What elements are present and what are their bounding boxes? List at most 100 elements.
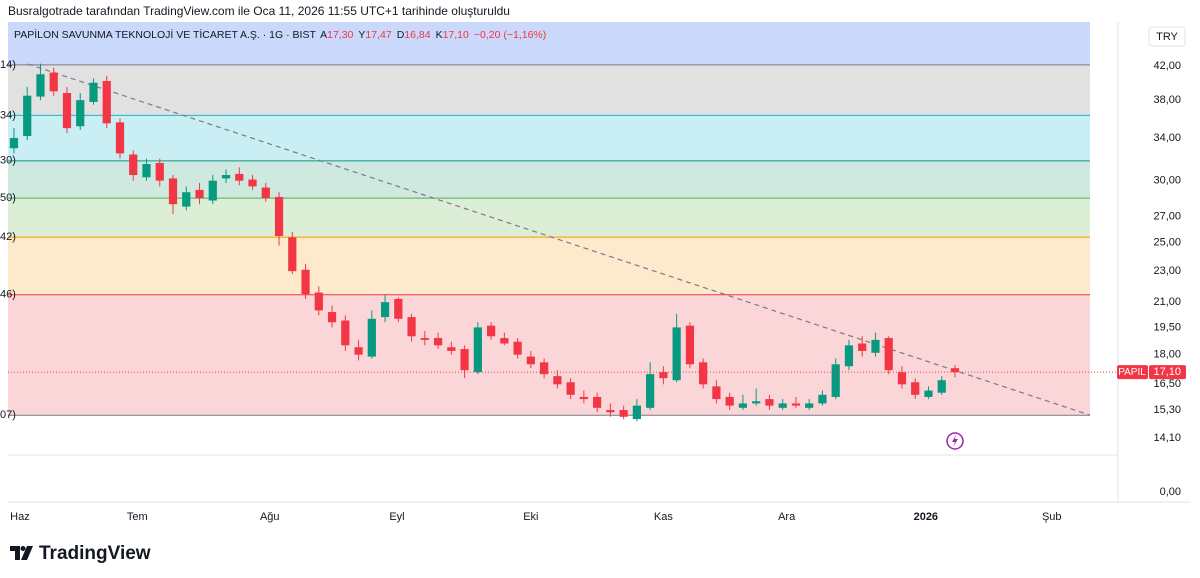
candle-body [805, 403, 814, 408]
candle-body [752, 401, 761, 404]
fib-band [8, 237, 1090, 295]
candle-body [619, 410, 628, 417]
candle-body [49, 72, 58, 92]
events-bolt [952, 435, 958, 447]
y-tick-label: 27,00 [1153, 210, 1181, 222]
y-tick-label: 18,00 [1153, 349, 1181, 361]
x-tick-label: Ara [778, 511, 796, 523]
candle-body [778, 403, 787, 408]
y-tick-label: 42,00 [1153, 60, 1181, 72]
x-tick-label: Eki [523, 511, 538, 523]
y-tick-label: 23,00 [1153, 265, 1181, 277]
candle-body [288, 237, 297, 272]
candle-body [606, 410, 615, 413]
brand: TradingView [39, 543, 151, 564]
y-tick-label: 19,50 [1153, 321, 1181, 333]
candle-body [76, 100, 85, 127]
y-floor-label: 0,00 [1160, 486, 1181, 498]
candle-body [407, 317, 416, 337]
fib-label: 34) [0, 109, 16, 121]
y-tick-label: 25,00 [1153, 237, 1181, 249]
candle-body [858, 343, 867, 351]
candle-body [897, 372, 907, 385]
y-tick-label: 30,00 [1153, 175, 1181, 187]
currency-button[interactable] [1148, 26, 1186, 47]
candle-body [712, 386, 721, 400]
x-tick-label: Kas [654, 511, 673, 523]
candle-body [89, 82, 98, 102]
legend-value: 17,30 [327, 29, 353, 41]
candle-body [844, 345, 854, 367]
candle-body [579, 396, 588, 400]
candle-body [672, 327, 681, 381]
y-tick-label: 15,30 [1153, 404, 1181, 416]
legend-value: 17,47 [365, 29, 391, 41]
candle-body [486, 325, 496, 337]
candle-body [182, 192, 191, 207]
brand-mark [10, 546, 33, 560]
candle-body [593, 396, 602, 408]
legend-change: −0,20 (−1,16%) [474, 29, 546, 41]
x-tick-label: Haz [10, 511, 30, 523]
fib-label: 07) [0, 409, 16, 421]
currency[interactable]: TRY [1156, 31, 1178, 43]
candle-body [195, 189, 204, 199]
candle-body [791, 403, 801, 406]
y-tick-label: 38,00 [1153, 94, 1181, 106]
candle-body [937, 380, 946, 393]
candle-body [420, 338, 429, 340]
y-tick-label: 34,00 [1153, 132, 1181, 144]
price-label: 17,10 [1153, 366, 1181, 378]
caption: Busralgotrade tarafından TradingView.com… [8, 4, 510, 18]
candle-body [659, 372, 668, 379]
candle-body [500, 338, 509, 344]
candle-body [380, 302, 390, 318]
legend: PAPİLON SAVUNMA TEKNOLOJİ VE TİCARET A.Ş… [14, 28, 546, 41]
candle-body [155, 162, 164, 181]
candle-body [526, 356, 535, 365]
fib-label: 30) [0, 155, 16, 167]
candle-body [646, 374, 655, 408]
candle-body [261, 187, 270, 199]
candle-body [9, 138, 19, 149]
candle-body [513, 341, 522, 355]
legend-key: K [436, 29, 443, 41]
candle-body [102, 80, 111, 124]
candle-body [314, 292, 323, 311]
fib-band [8, 64, 1090, 116]
candle-body [354, 347, 363, 355]
candle-body [62, 93, 72, 129]
candle-body [327, 312, 337, 323]
candle-body [221, 175, 231, 179]
brand-logo: TradingView [10, 543, 151, 564]
legend-key: A [320, 29, 327, 41]
candle-body [36, 74, 45, 97]
candle-body [553, 376, 562, 385]
legend-value: 16,84 [404, 29, 430, 41]
legend-key: D [397, 29, 405, 41]
candle-body [738, 403, 748, 408]
candle-body [168, 178, 178, 205]
y-tick-label: 14,10 [1153, 432, 1181, 444]
candle-body [274, 196, 284, 237]
candle-body [23, 95, 32, 137]
candle-body [818, 394, 827, 404]
candle-body [950, 368, 960, 373]
candle-body [871, 339, 880, 353]
top-zone [8, 22, 1090, 66]
price-tag [1149, 365, 1186, 380]
fib-label: 46) [0, 289, 16, 301]
symbol-label: PAPIL [1118, 367, 1146, 378]
trend-line [27, 63, 1091, 416]
candle-body [142, 164, 151, 178]
y-tick-label: 16,50 [1153, 378, 1181, 390]
candle-body [566, 382, 575, 395]
candle-body [301, 269, 310, 295]
candle-body [473, 327, 482, 373]
fib-band [8, 160, 1090, 199]
candle-body [924, 390, 933, 397]
candle-body [831, 364, 840, 397]
x-tick-label: Eyl [389, 511, 404, 523]
candle-body [115, 122, 125, 154]
